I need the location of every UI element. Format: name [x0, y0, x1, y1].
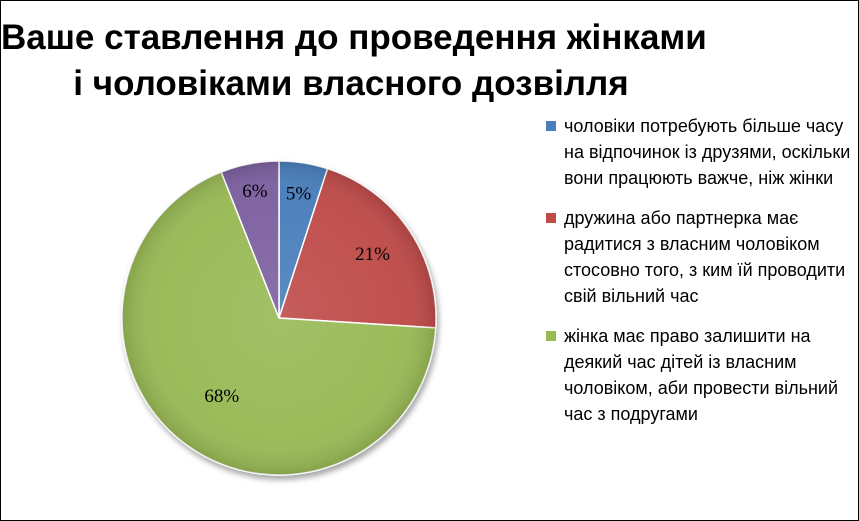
- legend-swatch-3: [546, 331, 556, 341]
- legend-label-3: жінка має право залишити на деякий час д…: [564, 326, 839, 424]
- data-label-1: 5%: [286, 183, 312, 204]
- legend-swatch-2: [546, 213, 556, 223]
- chart-title-line-1: Ваше ставлення до проведення жінками: [1, 18, 707, 57]
- legend: чоловіки потребують більше часу на відпо…: [546, 113, 851, 427]
- chart-title: Ваше ставлення до проведення жінками і ч…: [1, 15, 707, 107]
- legend-swatch-1: [546, 121, 556, 131]
- data-label-3: 68%: [204, 386, 239, 407]
- data-label-4: 6%: [242, 181, 268, 202]
- data-label-2: 21%: [355, 244, 390, 265]
- legend-entry-2: дружина або партнерка має радитися з вла…: [546, 205, 851, 309]
- legend-label-2: дружина або партнерка має радитися з вла…: [564, 208, 846, 306]
- legend-entry-1: чоловіки потребують більше часу на відпо…: [546, 113, 851, 191]
- legend-label-1: чоловіки потребують більше часу на відпо…: [564, 116, 851, 188]
- legend-entry-3: жінка має право залишити на деякий час д…: [546, 323, 851, 427]
- chart-title-line-2: і чоловіками власного дозвілля: [73, 64, 629, 103]
